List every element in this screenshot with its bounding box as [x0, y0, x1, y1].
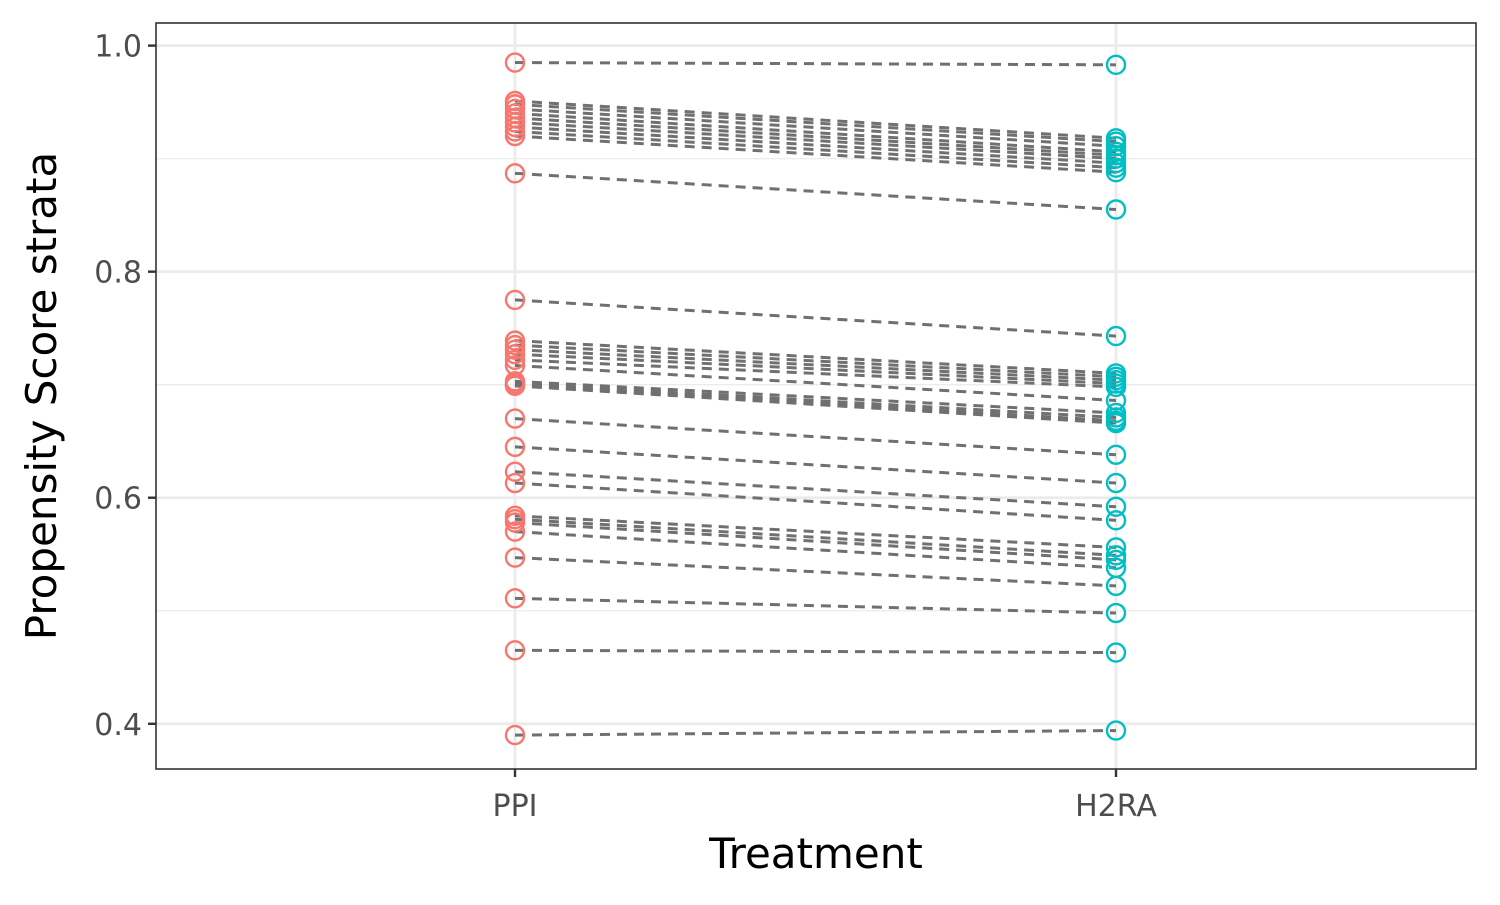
pair-line	[514, 729, 1117, 737]
x-axis-title: Treatment	[708, 829, 923, 878]
pair-line	[514, 556, 1117, 588]
ppi-point	[504, 472, 526, 494]
ppi-point	[504, 289, 526, 311]
ppi-point	[504, 461, 526, 482]
pair-line	[514, 417, 1117, 457]
pair-line	[514, 382, 1117, 419]
pair-line	[514, 481, 1117, 522]
pair-line	[514, 363, 1117, 403]
pair-line	[514, 134, 1117, 174]
ppi-point	[504, 125, 526, 147]
pair-line	[514, 125, 1117, 165]
h2ra-point	[1105, 602, 1127, 624]
pair-line	[514, 358, 1117, 389]
pair-line	[514, 171, 1117, 211]
h2ra-point	[1105, 575, 1127, 597]
pair-line	[514, 298, 1117, 338]
panel-border	[155, 22, 1477, 770]
pair-line	[514, 99, 1117, 140]
h2ra-point	[1105, 412, 1127, 434]
pair-line	[514, 339, 1117, 375]
pair-line	[514, 116, 1117, 157]
ppi-point	[504, 521, 526, 542]
pair-line	[514, 470, 1117, 509]
pair-line	[514, 379, 1117, 415]
h2ra-point	[1105, 549, 1127, 571]
ppi-point	[504, 408, 526, 429]
pair-line	[514, 383, 1117, 423]
ppi-point	[504, 724, 526, 746]
y-axis-title: Propensity Score strata	[17, 152, 66, 641]
ppi-point	[504, 512, 526, 533]
h2ra-point	[1105, 161, 1127, 183]
pair-lines	[514, 61, 1117, 737]
pair-line	[514, 107, 1117, 148]
ppi-point	[504, 349, 526, 371]
ppi-point	[504, 588, 526, 609]
h2ra-point	[1105, 54, 1127, 76]
pair-line	[514, 120, 1117, 161]
pair-line	[514, 445, 1117, 485]
ppi-point	[504, 163, 526, 184]
pair-line	[514, 514, 1117, 549]
ppi-point	[504, 547, 526, 568]
x-tick-label: H2RA	[1075, 789, 1157, 824]
y-tick-label: 0.8	[94, 256, 142, 291]
pair-line	[514, 130, 1117, 170]
pair-line	[514, 596, 1117, 615]
pair-line	[514, 61, 1117, 67]
h2ra-point	[1105, 510, 1127, 531]
pair-line	[514, 102, 1117, 144]
ppi-point	[504, 343, 526, 365]
h2ra-point	[1105, 537, 1127, 558]
h2ra-point	[1105, 444, 1127, 465]
h2ra-point	[1105, 496, 1127, 517]
h2ra-point	[1105, 720, 1127, 741]
pair-line	[514, 530, 1117, 570]
ppi-point	[504, 436, 526, 458]
x-tick-label: PPI	[492, 789, 537, 824]
ppi-point	[504, 640, 526, 661]
ppi-point	[504, 375, 526, 397]
h2ra-point	[1105, 642, 1127, 663]
ppi-point	[504, 52, 526, 73]
pair-line	[514, 348, 1117, 382]
h2ra-point	[1105, 199, 1127, 220]
pair-line	[514, 521, 1117, 562]
pair-line	[514, 352, 1117, 386]
pair-line	[514, 384, 1117, 425]
y-tick-label: 0.6	[94, 482, 142, 517]
axes: 0.4 0.6 0.8 1.0 PPI H2RA	[94, 30, 1157, 824]
h2ra-point	[1105, 325, 1127, 347]
pair-line	[514, 648, 1117, 655]
pair-line	[514, 111, 1117, 154]
h2ra-point	[1105, 376, 1127, 398]
pair-line	[514, 517, 1117, 557]
pair-line	[514, 343, 1117, 379]
h2ra-point	[1105, 472, 1127, 494]
y-tick-label: 1.0	[94, 30, 142, 65]
points	[504, 52, 1127, 746]
y-tick-label: 0.4	[94, 708, 142, 743]
